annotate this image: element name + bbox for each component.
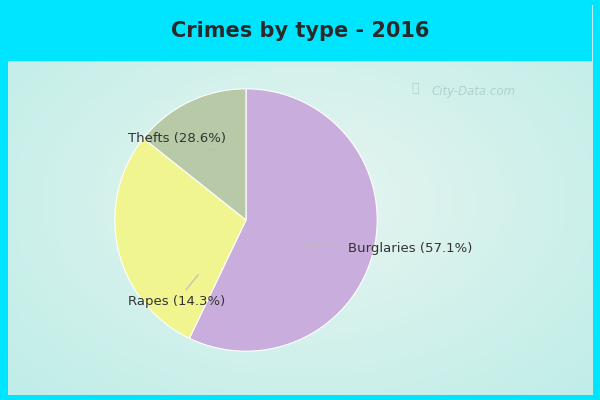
Wedge shape [190,89,377,351]
Text: Rapes (14.3%): Rapes (14.3%) [128,275,225,308]
Text: Burglaries (57.1%): Burglaries (57.1%) [299,242,473,255]
Text: Thefts (28.6%): Thefts (28.6%) [128,132,226,151]
Text: City-Data.com: City-Data.com [432,86,516,98]
Wedge shape [143,89,246,220]
Text: ⓘ: ⓘ [411,82,419,95]
Wedge shape [115,138,246,338]
Bar [8,5,592,60]
Text: Crimes by type - 2016: Crimes by type - 2016 [171,20,429,40]
